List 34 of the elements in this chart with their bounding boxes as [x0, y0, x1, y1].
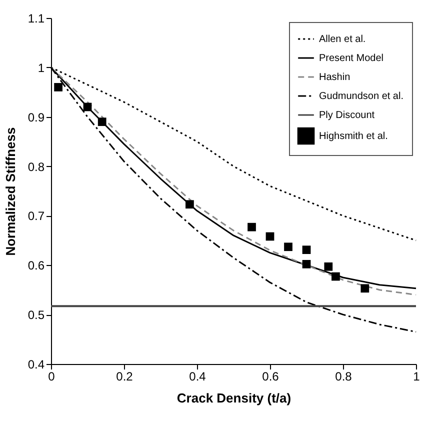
point [54, 83, 62, 92]
x-tick-label: 0.4 [189, 370, 206, 384]
y-axis-title: Normalized Stiffness [2, 127, 18, 256]
point [302, 260, 311, 268]
point [266, 232, 274, 241]
legend-label: Highsmith et al. [319, 131, 388, 142]
y-tick-label: 0.7 [28, 209, 45, 224]
point [324, 262, 333, 271]
legend-label: Ply Discount [319, 110, 375, 121]
point [83, 102, 92, 112]
legend-label: Hashin [319, 72, 350, 83]
legend-label: Allen et al. [319, 34, 366, 45]
legend-label: Gudmundson et al. [319, 91, 404, 102]
x-tick-label: 0.8 [335, 370, 352, 384]
point [284, 242, 292, 252]
x-tick-label: 0.2 [116, 370, 134, 384]
y-tick-label: 0.4 [28, 358, 45, 372]
point [98, 118, 106, 126]
legend-label: Present Model [319, 53, 384, 64]
y-tick-label: 0.8 [28, 160, 45, 174]
y-tick-label: 0.6 [28, 258, 45, 273]
point [248, 222, 256, 232]
y-tick-label: 0.5 [28, 308, 45, 322]
point [332, 272, 340, 281]
x-tick-label: 1 [413, 370, 420, 384]
y-tick-label: 0.9 [28, 110, 45, 124]
point [302, 246, 311, 254]
x-tick-label: 0.6 [262, 370, 280, 384]
x-axis-title: Crack Density (t/a) [176, 390, 292, 406]
point [360, 284, 370, 293]
x-tick-label: 0 [48, 370, 56, 384]
point [186, 200, 194, 209]
y-tick-label: 1.1 [28, 12, 45, 26]
y-tick-label: 1 [38, 60, 45, 75]
